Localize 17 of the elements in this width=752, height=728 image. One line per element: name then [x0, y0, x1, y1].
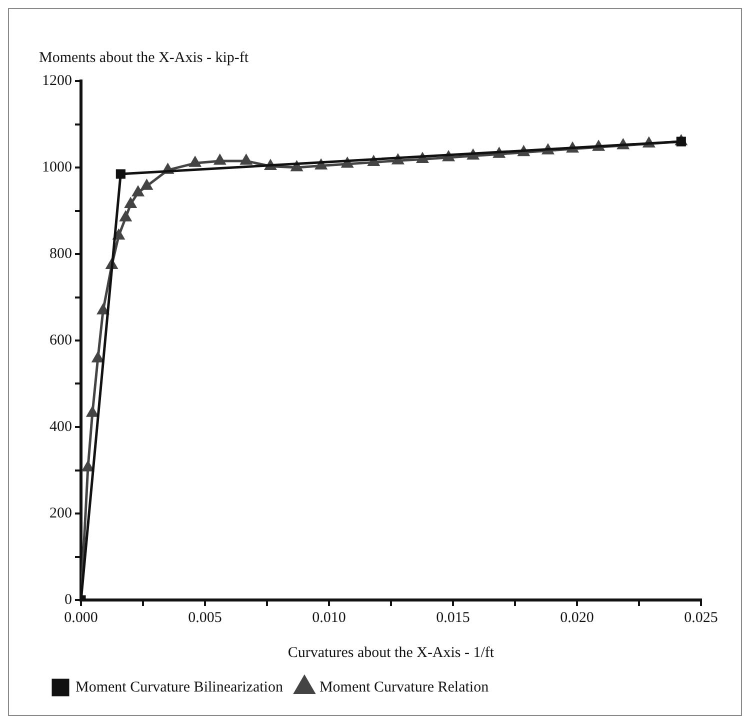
- y-tick-label: 1000: [42, 159, 72, 176]
- x-tick-label: 0.010: [312, 610, 346, 626]
- y-tick-label: 1200: [42, 72, 72, 89]
- x-axis-title: Curvatures about the X-Axis - 1/ft: [288, 644, 495, 661]
- y-tick-label: 0: [64, 592, 72, 608]
- y-tick-label: 600: [50, 332, 72, 348]
- y-tick-label: 400: [50, 418, 72, 435]
- legend-label: Moment Curvature Relation: [319, 679, 490, 696]
- x-tick-label: 0.020: [560, 610, 594, 626]
- legend-label: Moment Curvature Bilinearization: [76, 679, 284, 696]
- x-tick-label: 0.000: [64, 610, 98, 626]
- x-tick-label: 0.025: [684, 610, 718, 626]
- x-tick-label: 0.005: [188, 610, 222, 626]
- y-tick-label: 800: [50, 246, 72, 262]
- x-tick-label: 0.015: [436, 610, 470, 626]
- y-axis-title: Moments about the X-Axis - kip-ft: [39, 50, 250, 66]
- y-tick-label: 200: [50, 505, 72, 522]
